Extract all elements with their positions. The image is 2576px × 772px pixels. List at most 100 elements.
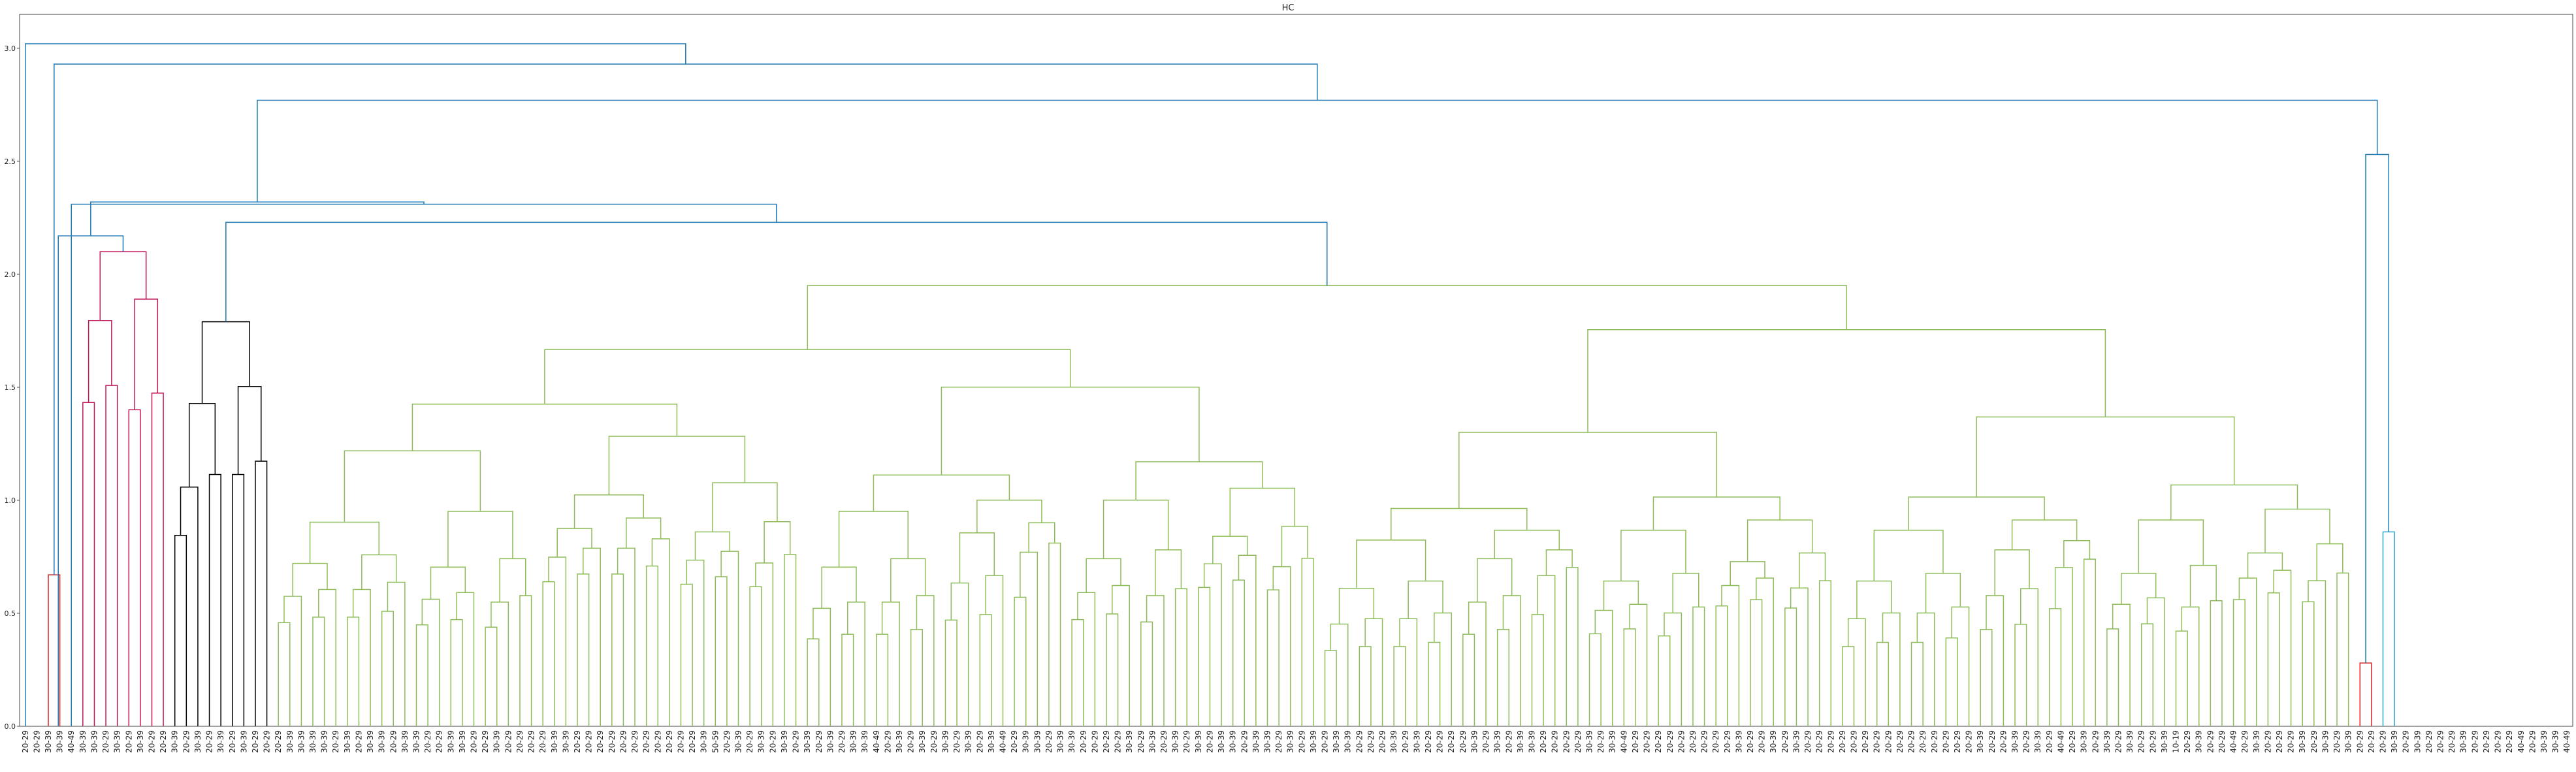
leaf-label: 30-39 [700, 730, 709, 753]
leaf-label: 20-29 [907, 730, 916, 753]
dendrogram-link [2020, 588, 2038, 726]
dendrogram-link [1140, 621, 1153, 726]
leaf-label: 30-39 [446, 730, 455, 753]
dendrogram-link [99, 251, 147, 321]
dendrogram-link [1174, 588, 1187, 726]
leaf-label: 20-29 [2068, 730, 2077, 753]
leaf-label: 30-39 [1148, 730, 1157, 753]
leaf-label: 20-29 [1044, 730, 1054, 753]
dendrogram-link [2302, 601, 2315, 726]
leaf-label: 20-29 [2310, 730, 2319, 753]
leaf-label: 30-39 [826, 730, 835, 753]
dendrogram-link [1106, 613, 1119, 726]
leaf-label: 30-39 [1056, 730, 1065, 753]
dendrogram-link [1910, 641, 1924, 726]
leaf-label: 30-39 [987, 730, 996, 753]
leaf-label: 20-29 [2470, 730, 2479, 753]
dendrogram-link [1925, 573, 1961, 613]
dendrogram-link [813, 607, 831, 726]
dendrogram-link [1434, 612, 1452, 726]
dendrogram-link [583, 547, 601, 726]
leaf-label: 20-29 [2447, 730, 2456, 753]
leaf-label: 20-29 [101, 730, 110, 753]
dendrogram-link [174, 534, 187, 726]
dendrogram-link [890, 558, 926, 602]
dendrogram-link [2138, 519, 2204, 573]
leaf-label: 20-29 [2355, 730, 2364, 753]
dendrogram-link [548, 556, 567, 726]
leaf-label: 20-29 [665, 730, 674, 753]
dendrogram-link [25, 43, 686, 726]
dendrogram-link [1135, 461, 1263, 500]
dendrogram-link [1784, 607, 1797, 726]
leaf-label: 30-39 [1217, 730, 1226, 753]
leaf-label: 20-29 [642, 730, 651, 753]
leaf-label: 20-29 [837, 730, 846, 753]
leaf-label: 20-29 [2148, 730, 2157, 753]
leaf-label: 30-39 [1792, 730, 1801, 753]
dendrogram-link [847, 602, 865, 726]
dendrogram-link [2063, 539, 2091, 568]
leaf-label: 20-29 [32, 730, 41, 753]
leaf-label: 20-29 [1573, 730, 1583, 753]
leaf-label: 20-29 [1826, 730, 1835, 753]
leaf-label: 20-29 [481, 730, 490, 753]
dendrogram-link [519, 595, 532, 726]
leaf-label: 20-29 [2263, 730, 2272, 753]
leaf-label: 20-29 [527, 730, 536, 753]
dendrogram-link [447, 511, 513, 568]
leaf-label: 40-49 [1619, 730, 1628, 753]
dendrogram-link [1980, 628, 1993, 726]
dendrogram-link [278, 622, 291, 726]
leaf-label: 20-29 [1436, 730, 1445, 753]
dendrogram-link [2140, 623, 2154, 726]
dendrogram-link [450, 619, 463, 726]
leaf-label: 20-29 [1401, 730, 1410, 753]
leaf-label: 30-39 [366, 730, 375, 753]
leaf-label: 30-39 [849, 730, 858, 753]
y-tick-label: 3.0 [5, 44, 16, 53]
dendrogram-link [381, 611, 394, 726]
dendrogram-link [2106, 628, 2119, 726]
dendrogram-link [1664, 612, 1682, 726]
leaf-label: 20-29 [2206, 730, 2215, 753]
dendrogram-link [2238, 577, 2257, 726]
leaf-label: 20-29 [722, 730, 732, 753]
leaf-label: 30-39 [492, 730, 502, 753]
leaf-label: 30-39 [1389, 730, 1398, 753]
dendrogram-link [755, 562, 774, 726]
dendrogram-link [151, 393, 164, 726]
leaf-label: 20-29 [1136, 730, 1146, 753]
leaf-label: 20-29 [952, 730, 961, 753]
leaf-label: 20-29 [2482, 730, 2491, 753]
leaf-label: 30-39 [918, 730, 927, 753]
leaf-label: 30-39 [561, 730, 570, 753]
dendrogram-link [1077, 592, 1096, 726]
dendrogram-link [90, 201, 425, 236]
leaf-label: 30-39 [895, 730, 904, 753]
leaf-label: 30-39 [44, 730, 53, 753]
dendrogram-link [1747, 519, 1813, 562]
leaf-label: 20-29 [147, 730, 156, 753]
leaf-label: 20-29 [883, 730, 892, 753]
leaf-label: 30-39 [1493, 730, 1502, 753]
dendrogram-link [876, 634, 889, 726]
dendrogram-link [1494, 530, 1560, 559]
leaf-label: 20-29 [2137, 730, 2146, 753]
dendrogram-link [1272, 566, 1291, 726]
leaf-label: 30-39 [2102, 730, 2112, 753]
dendrogram-link [1594, 609, 1613, 726]
dendrogram-link [1391, 507, 1528, 540]
leaf-label: 20-29 [1114, 730, 1123, 753]
y-tick-label: 2.5 [5, 157, 16, 166]
dendrogram-link [48, 574, 61, 726]
dendrogram-link [71, 203, 777, 726]
dendrogram-link [694, 531, 731, 560]
dendrogram-link [2365, 153, 2390, 664]
leaf-label: 50-59 [711, 730, 720, 753]
leaf-label: 30-39 [285, 730, 295, 753]
leaf-label: 30-39 [2125, 730, 2134, 753]
dendrogram-link [2011, 519, 2078, 550]
dendrogram-link [2382, 531, 2395, 726]
